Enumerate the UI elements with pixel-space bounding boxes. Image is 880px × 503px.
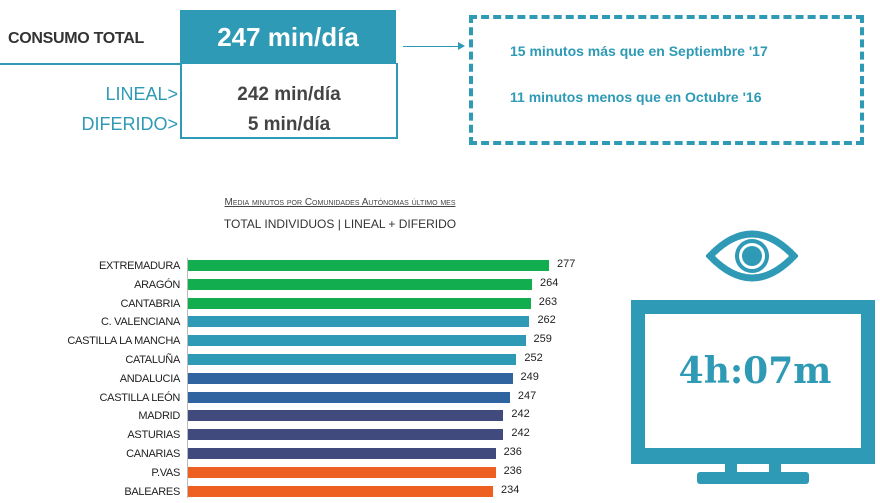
bar-label: CANARIAS bbox=[126, 448, 180, 460]
bar-label: MADRID bbox=[138, 410, 180, 423]
tv-monitor-icon bbox=[631, 300, 875, 484]
bar bbox=[188, 429, 504, 441]
total-value-box: 247 min/día bbox=[180, 10, 396, 64]
lineal-value: 242 min/día bbox=[237, 84, 341, 105]
bar-label: CATALUÑA bbox=[125, 354, 180, 366]
bar-value: 277 bbox=[557, 258, 576, 270]
diferido-value: 5 min/día bbox=[247, 114, 331, 135]
chart-subtitle: TOTAL INDIVIDUOS | LINEAL + DIFERIDO bbox=[223, 217, 457, 231]
breakdown-box bbox=[180, 63, 398, 139]
bar-label: CASTILLA LA MANCHA bbox=[67, 335, 180, 348]
bar-value: 247 bbox=[517, 389, 537, 402]
bar-label: ANDALUCIA bbox=[119, 372, 181, 385]
bar bbox=[188, 410, 504, 422]
bar-row: BALEARES 234 bbox=[0, 484, 600, 503]
bar-value: 262 bbox=[537, 314, 556, 327]
bar-label: CANTABRIA bbox=[120, 297, 181, 310]
bar-label: CASTILLA LEÓN bbox=[99, 391, 181, 404]
bar-row: P.VAS 236 bbox=[0, 465, 600, 484]
bar bbox=[188, 391, 510, 403]
bar bbox=[188, 372, 513, 384]
bar-row: ASTURIAS 242 bbox=[0, 427, 600, 446]
bar-value: 259 bbox=[533, 333, 552, 346]
bar-row: C. VALENCIANA 262 bbox=[0, 314, 600, 333]
bar-value: 236 bbox=[503, 446, 522, 458]
lineal-label: LINEAL> bbox=[105, 84, 178, 104]
bar bbox=[188, 335, 526, 347]
bar-value: 242 bbox=[511, 427, 530, 440]
bar-value: 234 bbox=[500, 483, 520, 496]
bar-value: 236 bbox=[503, 464, 522, 477]
bar bbox=[188, 260, 549, 271]
diferido-label: DIFERIDO> bbox=[81, 114, 178, 134]
bar-row: CANTABRIA 263 bbox=[0, 296, 600, 315]
bar-label: EXTREMADURA bbox=[98, 260, 180, 272]
comparison-box bbox=[469, 15, 864, 145]
bar-row: CATALUÑA 252 bbox=[0, 352, 600, 371]
bar-label: ARAGÓN bbox=[134, 278, 180, 291]
bar-row: ANDALUCIA 249 bbox=[0, 371, 600, 390]
bar-value: 263 bbox=[538, 295, 558, 308]
tv-display-time: 4h:07m bbox=[678, 350, 832, 392]
bar bbox=[188, 448, 496, 459]
bar-value: 249 bbox=[520, 370, 539, 383]
bar-row: CANARIAS 236 bbox=[0, 446, 600, 465]
bar-label: P.VAS bbox=[151, 466, 180, 479]
bar bbox=[188, 278, 533, 290]
chart-title: Media minutos por Comunidades Autónomas … bbox=[224, 197, 456, 208]
bar bbox=[188, 485, 493, 497]
consumo-total-label: CONSUMO TOTAL bbox=[8, 30, 144, 47]
bar-row: CASTILLA LA MANCHA 259 bbox=[0, 333, 600, 352]
bar bbox=[188, 316, 530, 328]
arrow-line bbox=[403, 46, 461, 47]
total-value: 247 min/día bbox=[217, 21, 359, 52]
comparison-line-1: 15 minutos más que en Septiembre '17 bbox=[510, 43, 768, 59]
bar-label: BALEARES bbox=[124, 485, 180, 498]
consumo-underline bbox=[0, 63, 182, 65]
bar-row: EXTREMADURA 277 bbox=[0, 258, 600, 277]
eye-icon bbox=[706, 230, 798, 282]
bar-value: 242 bbox=[511, 408, 530, 421]
bar bbox=[188, 466, 496, 478]
bar bbox=[188, 354, 517, 365]
bar-row: CASTILLA LEÓN 247 bbox=[0, 390, 600, 409]
bar-label: C. VALENCIANA bbox=[100, 316, 180, 329]
chart-axis bbox=[187, 258, 188, 498]
bar-value: 252 bbox=[524, 352, 543, 364]
bar-row: MADRID 242 bbox=[0, 408, 600, 427]
bar-value: 264 bbox=[540, 276, 559, 289]
bar-row: ARAGÓN 264 bbox=[0, 277, 600, 296]
bar bbox=[188, 297, 531, 309]
arrow-right-icon bbox=[458, 42, 465, 50]
bar-label: ASTURIAS bbox=[127, 429, 180, 442]
comparison-line-2: 11 minutos menos que en Octubre '16 bbox=[510, 89, 762, 105]
